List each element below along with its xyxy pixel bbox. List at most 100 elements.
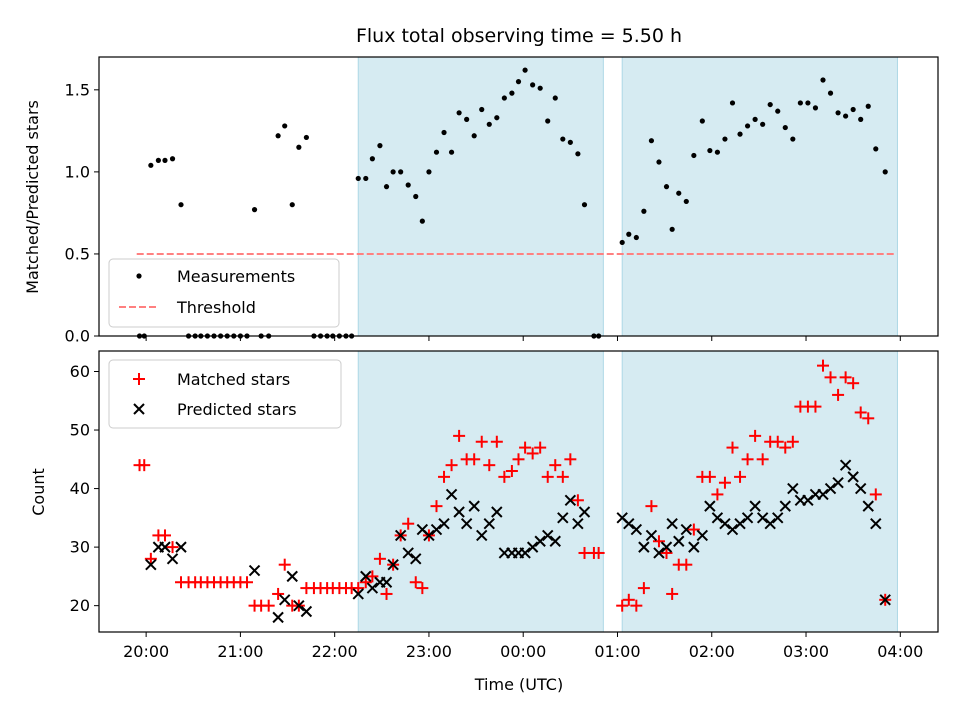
predicted-star-point-30 <box>491 506 503 518</box>
measurement-point-21 <box>282 123 288 129</box>
measurement-point-59 <box>552 95 558 101</box>
predicted-star-point-23 <box>438 517 450 530</box>
predicted-star-point-60 <box>741 512 754 524</box>
x-tick-label-8: 04:00 <box>877 642 923 661</box>
measurement-point-4 <box>162 157 168 163</box>
predicted-star-point-4 <box>175 541 187 553</box>
matched-star-point-66 <box>616 599 629 612</box>
top-y-ticks: 0.0 0.5 1.0 1.5 <box>65 80 99 346</box>
x-tick-label-7: 03:00 <box>783 642 829 661</box>
matched-star-point-56 <box>526 447 539 460</box>
matched-star-point-41 <box>416 582 429 595</box>
legend-label-measurements: Measurements <box>177 267 295 286</box>
measurement-point-69 <box>641 208 647 214</box>
measurement-point-97 <box>850 106 856 113</box>
predicted-star-point-75 <box>854 482 867 495</box>
measurement-point-91 <box>805 100 811 106</box>
matched-star-point-19 <box>262 599 275 612</box>
measurement-point-3 <box>155 157 161 163</box>
measurement-point-63 <box>581 202 588 208</box>
top-panel: 0.0 0.5 1.0 1.5 Matched/Predicted stars Mea… <box>23 56 939 346</box>
x-tick-label-1: 21:00 <box>217 642 263 661</box>
measurement-point-90 <box>797 100 803 106</box>
matched-star-point-94 <box>824 371 837 384</box>
predicted-star-point-25 <box>453 506 465 518</box>
measurement-point-101 <box>882 169 888 175</box>
measurement-point-84 <box>752 116 758 122</box>
matched-star-point-93 <box>816 359 829 372</box>
predicted-star-point-35 <box>526 541 539 553</box>
predicted-star-point-0 <box>145 558 157 571</box>
matched-star-point-21 <box>278 558 291 571</box>
predicted-star-point-57 <box>719 517 731 530</box>
measurement-point-23 <box>296 144 302 150</box>
measurement-point-22 <box>289 202 295 208</box>
predicted-star-point-62 <box>756 512 769 524</box>
matched-star-point-76 <box>687 523 700 536</box>
predicted-star-point-27 <box>468 500 480 512</box>
predicted-star-point-50 <box>666 517 678 530</box>
matched-star-point-50 <box>483 459 496 472</box>
matched-star-point-53 <box>505 465 518 478</box>
predicted-star-point-42 <box>578 506 591 518</box>
matched-star-point-35 <box>373 552 386 565</box>
measurement-point-2 <box>148 162 154 168</box>
measurement-point-20 <box>275 133 281 139</box>
predicted-star-point-13 <box>366 582 379 594</box>
predicted-star-point-19 <box>410 553 422 565</box>
matched-star-point-98 <box>854 406 867 419</box>
predicted-star-point-10 <box>300 605 313 618</box>
matched-star-point-20 <box>272 587 285 600</box>
matched-star-point-33 <box>359 576 372 589</box>
bottom-y-tick-label-4: 60 <box>70 362 90 381</box>
predicted-star-point-73 <box>839 459 852 471</box>
predicted-star-point-71 <box>824 482 837 495</box>
predicted-star-point-2 <box>159 541 171 553</box>
matched-star-point-40 <box>409 576 422 589</box>
predicted-star-point-40 <box>564 494 577 506</box>
matched-star-point-82 <box>734 470 747 483</box>
matched-star-point-49 <box>475 435 488 448</box>
legend-marker-predicted <box>133 403 145 415</box>
matched-star-point-39 <box>402 517 415 530</box>
matched-star-point-2 <box>144 552 157 565</box>
predicted-star-point-37 <box>542 529 554 542</box>
predicted-star-point-3 <box>166 553 179 565</box>
matched-star-point-100 <box>869 488 882 501</box>
measurement-point-76 <box>691 152 697 159</box>
matched-star-point-80 <box>718 476 731 489</box>
measurement-point-92 <box>812 105 819 111</box>
matched-star-point-57 <box>534 441 547 454</box>
measurement-point-83 <box>744 123 751 129</box>
measurement-point-55 <box>522 67 528 73</box>
top-legend-box <box>108 258 340 328</box>
matched-star-point-32 <box>352 582 365 595</box>
measurement-point-61 <box>567 139 573 145</box>
predicted-star-point-72 <box>832 477 844 489</box>
measurement-point-93 <box>820 77 826 83</box>
bottom-legend: Matched stars Predicted stars <box>108 359 342 429</box>
predicted-star-point-34 <box>519 547 531 559</box>
predicted-star-point-63 <box>764 517 776 530</box>
bottom-legend-box <box>108 359 342 429</box>
matched-star-point-78 <box>703 470 716 483</box>
bottom-y-tick-label-3: 50 <box>70 421 90 440</box>
x-tick-label-5: 01:00 <box>594 642 640 661</box>
predicted-star-point-76 <box>862 500 874 512</box>
matched-star-point-45 <box>445 459 458 472</box>
measurement-point-96 <box>843 113 849 119</box>
predicted-star-point-29 <box>483 517 495 530</box>
bottom-count-points <box>133 359 892 624</box>
predicted-star-point-22 <box>430 523 443 536</box>
predicted-star-point-65 <box>779 500 791 512</box>
measurement-point-82 <box>737 131 743 137</box>
predicted-star-point-41 <box>572 517 584 530</box>
x-tick-label-2: 22:00 <box>312 642 358 661</box>
measurement-point-53 <box>509 90 515 96</box>
matched-star-point-71 <box>652 535 665 548</box>
predicted-star-point-7 <box>279 594 291 606</box>
measurement-point-72 <box>663 184 670 190</box>
top-y-tick-label-0: 0.0 <box>65 327 90 346</box>
measurement-point-58 <box>545 118 551 124</box>
measurement-point-6 <box>178 202 184 208</box>
